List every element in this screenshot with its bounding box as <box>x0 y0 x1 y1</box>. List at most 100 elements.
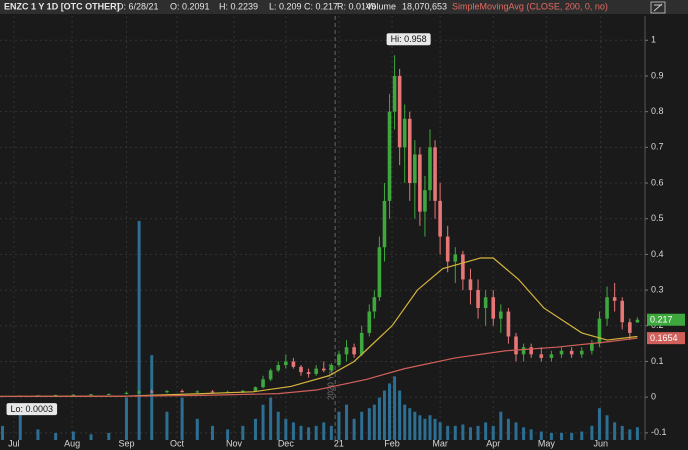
volume-bar <box>423 418 427 440</box>
volume-bar <box>261 404 265 440</box>
candle-body <box>620 300 625 323</box>
volume-bar <box>241 425 245 440</box>
price-tag-label: 0.217 <box>650 315 673 325</box>
candle-body <box>445 236 450 262</box>
volume-bar <box>446 425 450 440</box>
volume-bar <box>284 418 288 440</box>
candle-body <box>499 311 503 319</box>
candle-body <box>605 297 609 319</box>
candle-body <box>476 290 480 308</box>
candle-body <box>549 354 554 358</box>
study-label: SimpleMovingAvg (CLOSE, 200, 0, no) <box>452 1 608 11</box>
x-tick-label: Nov <box>226 438 243 448</box>
icon-glyph[interactable] <box>653 3 663 12</box>
volume-bar <box>453 425 457 440</box>
candle-body <box>423 190 427 212</box>
candle-body <box>344 347 349 355</box>
volume-bar <box>597 408 601 440</box>
volume-bar <box>71 431 75 440</box>
volume-bar <box>345 404 349 440</box>
volume-bar <box>137 220 141 440</box>
y-tick-label: 0.6 <box>651 177 664 187</box>
annotation-box <box>386 33 431 46</box>
candle-body <box>149 391 154 393</box>
volume-bar <box>590 425 594 440</box>
moving-average <box>0 337 638 398</box>
volume-bar <box>150 355 154 440</box>
y-tick-label: 0.3 <box>651 284 664 294</box>
volume-bar <box>329 425 333 440</box>
volume-bar <box>124 397 128 440</box>
candle-body <box>372 297 377 312</box>
candle-body <box>321 368 326 371</box>
candle-body <box>579 350 584 355</box>
volume-bar <box>499 411 503 440</box>
candle-body <box>284 361 288 366</box>
candle-body <box>559 350 564 355</box>
settings-icon[interactable] <box>650 1 666 14</box>
candle-body <box>241 390 245 392</box>
volume-bar <box>398 390 402 440</box>
candle-body <box>433 147 437 201</box>
icon-frame[interactable] <box>650 1 666 14</box>
candle-body <box>337 354 341 366</box>
volume-bar <box>388 383 392 440</box>
annotation: Hi: 0.958 <box>386 33 431 46</box>
volume-bar <box>393 376 397 440</box>
volume-bar <box>428 415 432 440</box>
annotation: Lo: 0.0003 <box>6 403 58 416</box>
candle-body <box>397 75 402 148</box>
volume-bar <box>36 429 40 440</box>
date: D: 6/28/21 <box>117 1 159 11</box>
high: H: 0.2239 <box>219 1 258 11</box>
header-bar <box>0 0 688 14</box>
x-tick-label: Dec <box>278 438 295 448</box>
candle-body <box>491 297 496 319</box>
volume-bar <box>484 422 488 440</box>
volume-bar <box>210 425 214 440</box>
volume-bar <box>461 424 465 440</box>
candle-body <box>210 391 215 393</box>
volume-bar <box>367 408 371 440</box>
volume-bar <box>299 425 303 440</box>
volume-bar <box>352 418 356 440</box>
volume-bar <box>539 431 543 440</box>
candle-body <box>514 336 518 355</box>
candle-body <box>628 322 632 333</box>
open: O: 0.2091 <box>170 1 210 11</box>
volume-bar <box>291 422 295 440</box>
candle-body <box>453 254 458 262</box>
y-tick-label: -0.1 <box>651 427 667 437</box>
candle-body <box>529 347 533 355</box>
y-tick-label: 0.4 <box>651 249 664 259</box>
candle-body <box>299 366 303 373</box>
candle-body <box>306 372 311 374</box>
symbol: ENZC 1 Y 1D [OTC OTHER] <box>4 1 120 11</box>
volume-bar <box>506 418 510 440</box>
volume-value: 18,070,653 <box>402 1 447 11</box>
volume-bar <box>491 425 495 440</box>
volume-bar <box>276 411 280 440</box>
candle-body <box>106 393 111 395</box>
candle-body <box>597 318 602 344</box>
candle-body <box>428 147 432 191</box>
volume-bar <box>165 411 169 440</box>
candle-body <box>539 354 544 358</box>
range: R: 0.0149 <box>337 1 376 11</box>
candle-body <box>53 395 58 397</box>
x-tick-label: Jun <box>593 438 608 448</box>
candle-body <box>329 365 334 371</box>
candle-body <box>314 368 318 374</box>
candle-body <box>165 391 169 393</box>
volume-bar <box>413 411 417 440</box>
y-tick-label: 0.1 <box>651 356 664 366</box>
volume-bar <box>620 425 624 440</box>
x-tick-label: Apr <box>486 438 500 448</box>
volume-bar <box>269 397 273 440</box>
volume-bar <box>613 422 617 440</box>
x-tick-label: Jul <box>8 438 20 448</box>
volume-bar <box>314 425 318 440</box>
volume-bar <box>605 415 609 440</box>
